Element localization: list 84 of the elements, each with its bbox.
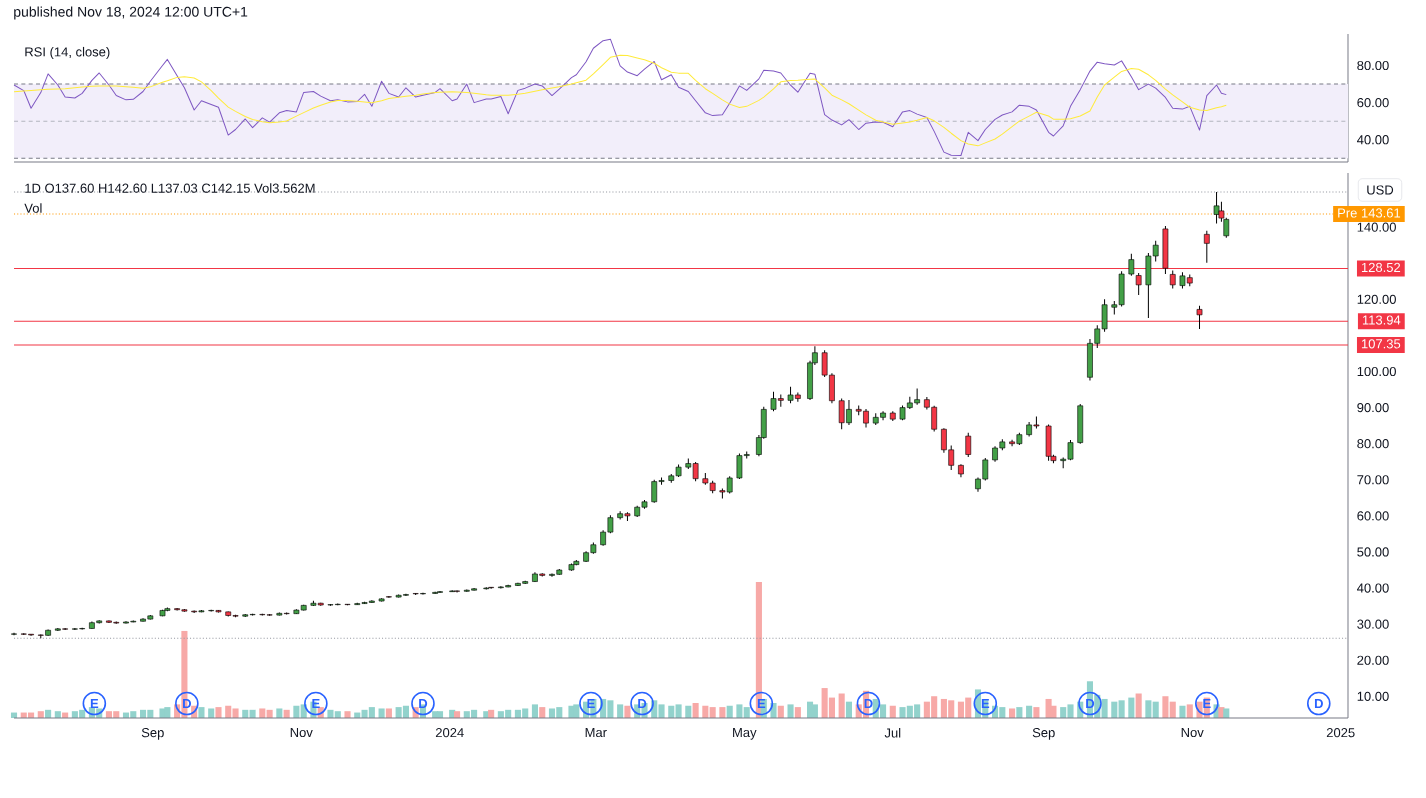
bar — [539, 707, 546, 718]
x-tick-label: Nov — [1181, 728, 1204, 738]
annotation: E — [1203, 699, 1211, 709]
annotation: D — [183, 699, 191, 709]
annotation: D — [1314, 699, 1323, 709]
candlestick — [1128, 253, 1135, 277]
bar — [1223, 708, 1230, 718]
y-tick-label: 140.00 — [1357, 222, 1396, 232]
ref-line-label: 107.35 — [1361, 339, 1401, 349]
bar — [838, 693, 845, 718]
bar — [259, 708, 266, 718]
bar — [198, 707, 205, 718]
bar — [344, 711, 351, 718]
y-tick-label: 50.00 — [1357, 547, 1389, 557]
bar — [1169, 701, 1176, 718]
bar — [743, 707, 750, 718]
x-tick-label: 2024 — [435, 728, 464, 738]
y-tick-label: 60.00 — [1357, 511, 1389, 521]
x-tick-label: 2025 — [1326, 728, 1355, 738]
bar — [845, 701, 853, 718]
bar — [624, 705, 631, 718]
ref-line-label: 128.52 — [1361, 262, 1401, 273]
bar — [1118, 700, 1125, 718]
y-tick-label: 10.00 — [1357, 691, 1389, 701]
y-tick-label: 80.00 — [1357, 439, 1389, 449]
y-tick-label: 80.00 — [1357, 60, 1389, 71]
line-series — [13, 38, 1227, 156]
ref-line-label: 113.94 — [1362, 315, 1401, 325]
bar — [811, 704, 818, 718]
candlestick — [965, 432, 972, 458]
annotation: D — [419, 699, 428, 709]
bar — [1009, 708, 1016, 718]
bar — [709, 707, 716, 718]
bar — [692, 703, 699, 718]
candlestick — [1203, 230, 1210, 264]
annotation: E — [312, 699, 320, 709]
bar — [1111, 701, 1118, 718]
y-tick-label: 70.00 — [1357, 475, 1389, 485]
bar — [787, 704, 794, 718]
annotation: D — [638, 699, 647, 709]
text: published Nov 18, 2024 12:00 UTC+1 — [14, 6, 248, 20]
y-tick-label: 90.00 — [1357, 402, 1389, 413]
bar — [215, 707, 222, 718]
y-tick-label: 30.00 — [1357, 619, 1389, 629]
bar — [1162, 696, 1169, 718]
bar — [1152, 701, 1159, 718]
bar — [617, 704, 624, 718]
x-tick-label: Jul — [884, 728, 901, 738]
bar — [531, 704, 538, 718]
bar — [378, 708, 385, 718]
y-tick-label: 40.00 — [1357, 135, 1389, 145]
bar — [1016, 707, 1023, 718]
x-tick-label: Sep — [141, 728, 164, 740]
y-tick-label: 100.00 — [1357, 366, 1396, 377]
bar — [1145, 700, 1152, 718]
bar — [1128, 697, 1135, 718]
bar — [1186, 704, 1193, 718]
bar — [208, 708, 215, 718]
bar — [385, 708, 392, 718]
bar — [675, 704, 682, 718]
annotation: E — [90, 699, 99, 709]
annotation: D — [864, 699, 873, 709]
x-tick-label: Sep — [1032, 728, 1055, 740]
text: RSI (14, close) — [25, 46, 110, 60]
y-tick-label: 60.00 — [1357, 98, 1389, 108]
bar — [1135, 693, 1142, 718]
bar — [1033, 707, 1040, 718]
text: 1D O137.60 H142.60 L137.03 C142.15 Vol3.562M — [25, 183, 315, 193]
x-tick-label: Nov — [290, 728, 313, 738]
bar — [736, 704, 743, 718]
bar — [1101, 698, 1108, 718]
candlestick — [1135, 272, 1142, 296]
y-axis-title: USD — [1367, 185, 1394, 195]
chart-title: Vol — [24, 203, 42, 213]
bar — [276, 708, 283, 718]
y-tick-label: 40.00 — [1357, 583, 1389, 593]
y-tick-label: 120.00 — [1357, 294, 1396, 304]
x-tick-label: Mar — [585, 728, 607, 738]
bar — [794, 707, 801, 718]
ref-line-label: Pre 143.61 — [1338, 208, 1401, 218]
y-tick-label: 20.00 — [1357, 655, 1389, 665]
x-tick-label: May — [733, 728, 757, 740]
bar — [1179, 705, 1186, 718]
bar — [719, 707, 726, 718]
